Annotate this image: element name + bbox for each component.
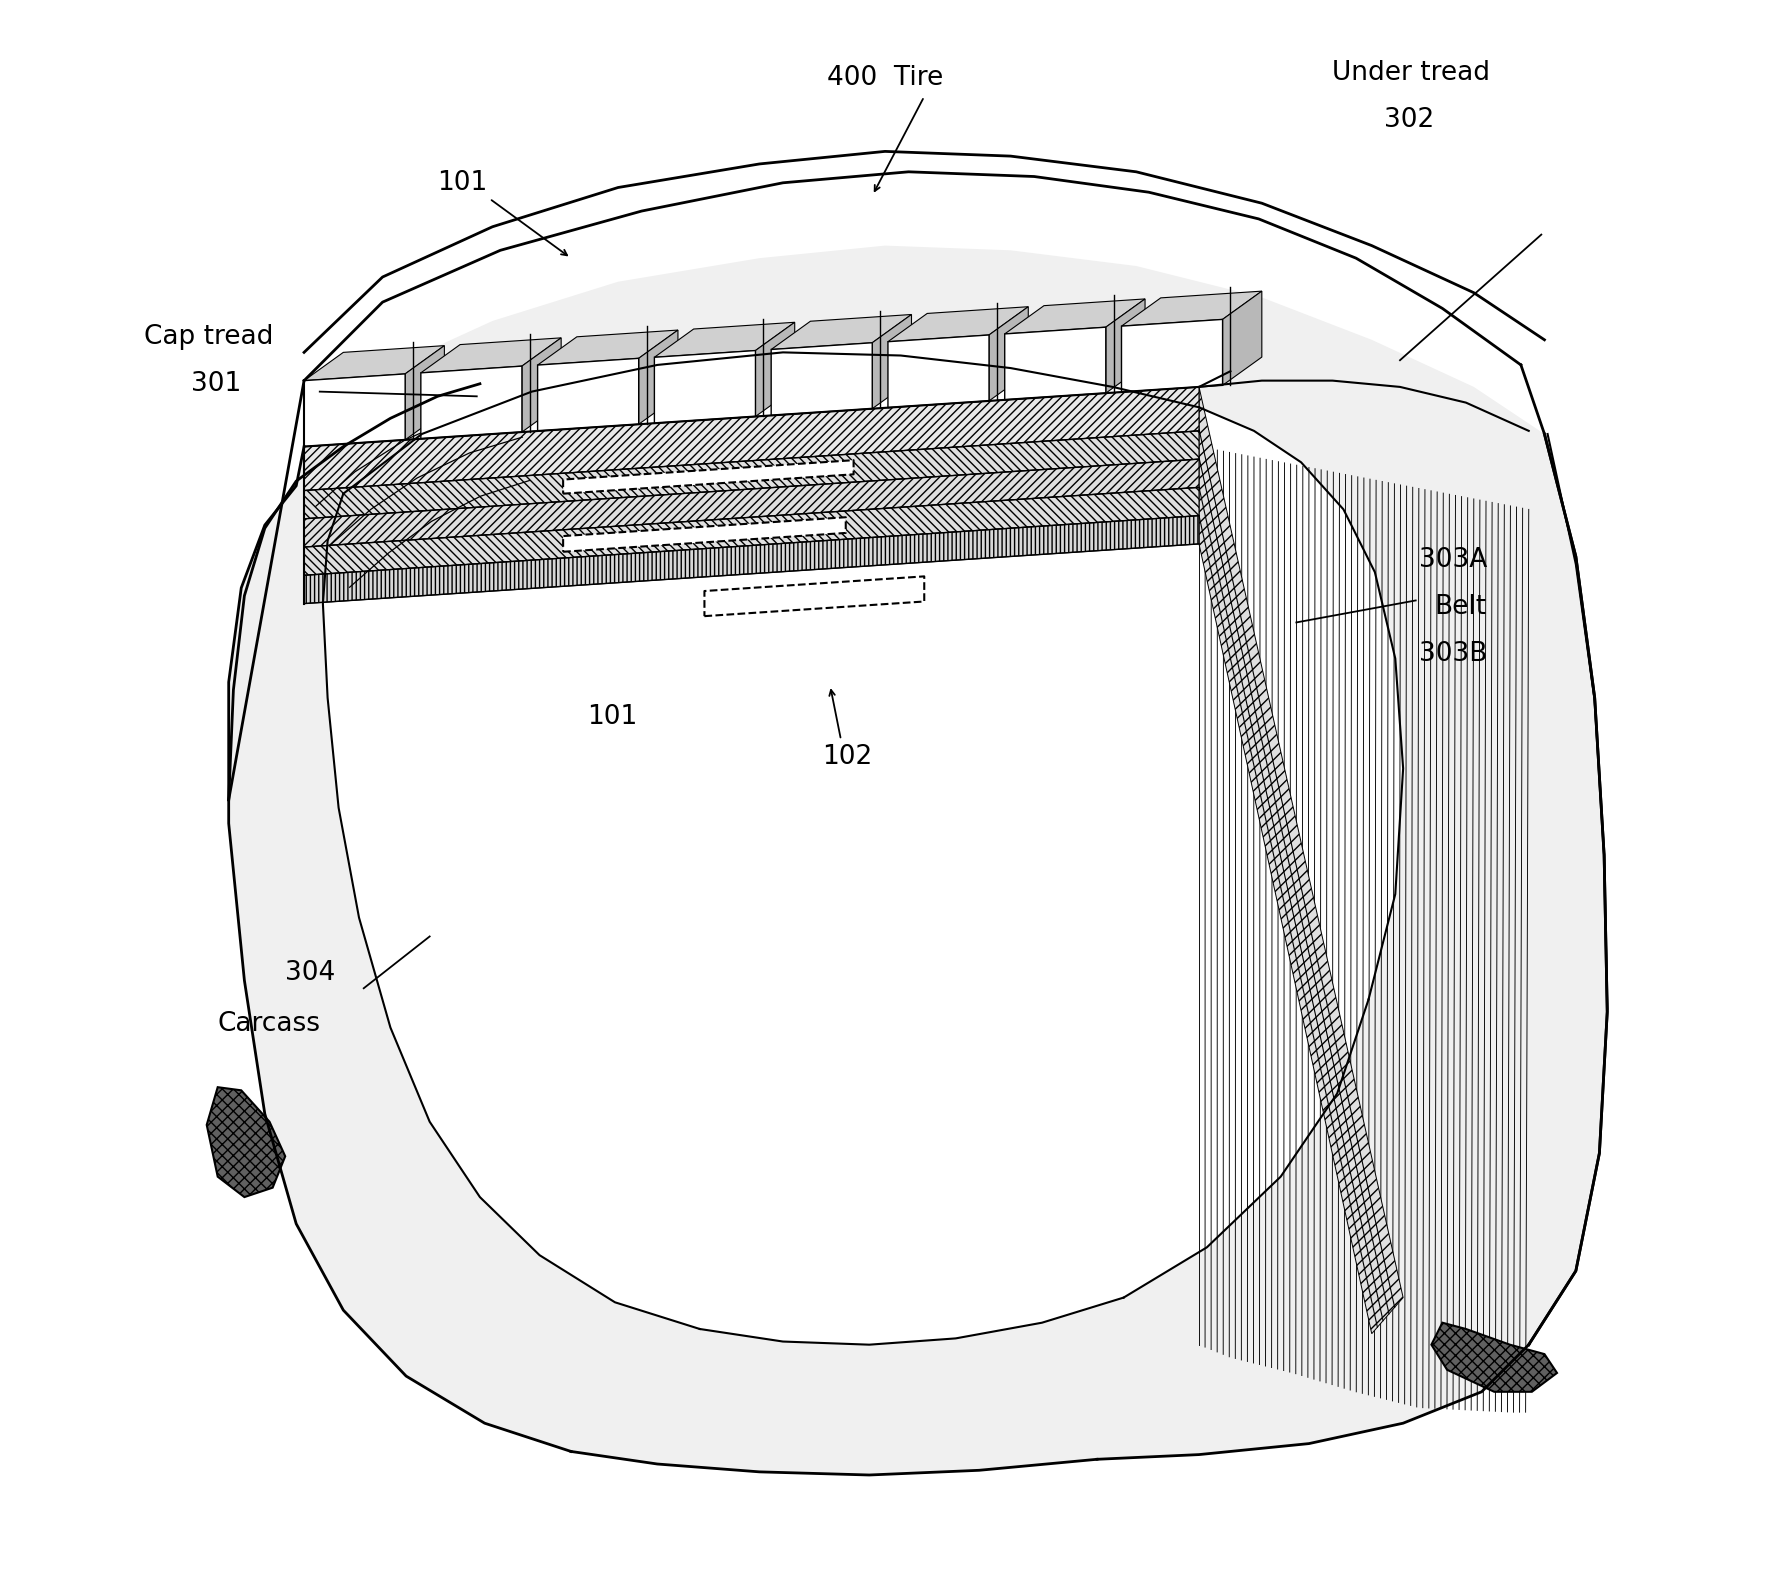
Polygon shape bbox=[304, 459, 1198, 546]
Polygon shape bbox=[1122, 320, 1223, 393]
Polygon shape bbox=[228, 246, 1607, 1475]
Polygon shape bbox=[873, 315, 912, 409]
Text: Belt: Belt bbox=[1434, 594, 1487, 619]
Text: 304: 304 bbox=[285, 960, 336, 985]
Polygon shape bbox=[304, 386, 1198, 491]
Polygon shape bbox=[304, 516, 1198, 604]
Polygon shape bbox=[1005, 299, 1145, 334]
Polygon shape bbox=[322, 352, 1404, 1345]
Polygon shape bbox=[772, 342, 873, 415]
Polygon shape bbox=[1198, 386, 1404, 1334]
Polygon shape bbox=[421, 366, 522, 439]
Polygon shape bbox=[1223, 291, 1262, 385]
Text: Cap tread: Cap tread bbox=[143, 323, 273, 350]
Polygon shape bbox=[304, 488, 1198, 575]
Polygon shape bbox=[1005, 328, 1106, 399]
Polygon shape bbox=[304, 374, 405, 447]
Polygon shape bbox=[889, 307, 1028, 342]
Polygon shape bbox=[1432, 1323, 1558, 1392]
Polygon shape bbox=[421, 337, 561, 372]
Polygon shape bbox=[655, 350, 756, 423]
Polygon shape bbox=[304, 431, 1198, 520]
Polygon shape bbox=[522, 337, 561, 432]
Polygon shape bbox=[304, 345, 444, 380]
Polygon shape bbox=[1106, 299, 1145, 393]
Text: Carcass: Carcass bbox=[218, 1011, 320, 1038]
Text: Under tread: Under tread bbox=[1333, 60, 1490, 86]
Text: 101: 101 bbox=[437, 169, 489, 196]
Polygon shape bbox=[889, 334, 989, 407]
Polygon shape bbox=[207, 1087, 285, 1198]
Text: 302: 302 bbox=[1384, 108, 1434, 133]
Polygon shape bbox=[538, 358, 639, 431]
Text: 101: 101 bbox=[586, 703, 637, 730]
Polygon shape bbox=[563, 518, 846, 551]
Polygon shape bbox=[756, 322, 795, 417]
Polygon shape bbox=[1122, 291, 1262, 326]
Polygon shape bbox=[639, 329, 678, 425]
Polygon shape bbox=[655, 322, 795, 358]
Text: 301: 301 bbox=[191, 371, 241, 396]
Text: 303B: 303B bbox=[1420, 642, 1487, 667]
Polygon shape bbox=[989, 307, 1028, 401]
Text: 102: 102 bbox=[823, 744, 873, 770]
Polygon shape bbox=[772, 315, 912, 350]
Text: 303A: 303A bbox=[1420, 546, 1487, 573]
Text: 400  Tire: 400 Tire bbox=[827, 65, 943, 90]
Polygon shape bbox=[563, 461, 853, 494]
Polygon shape bbox=[538, 329, 678, 364]
Polygon shape bbox=[405, 345, 444, 440]
